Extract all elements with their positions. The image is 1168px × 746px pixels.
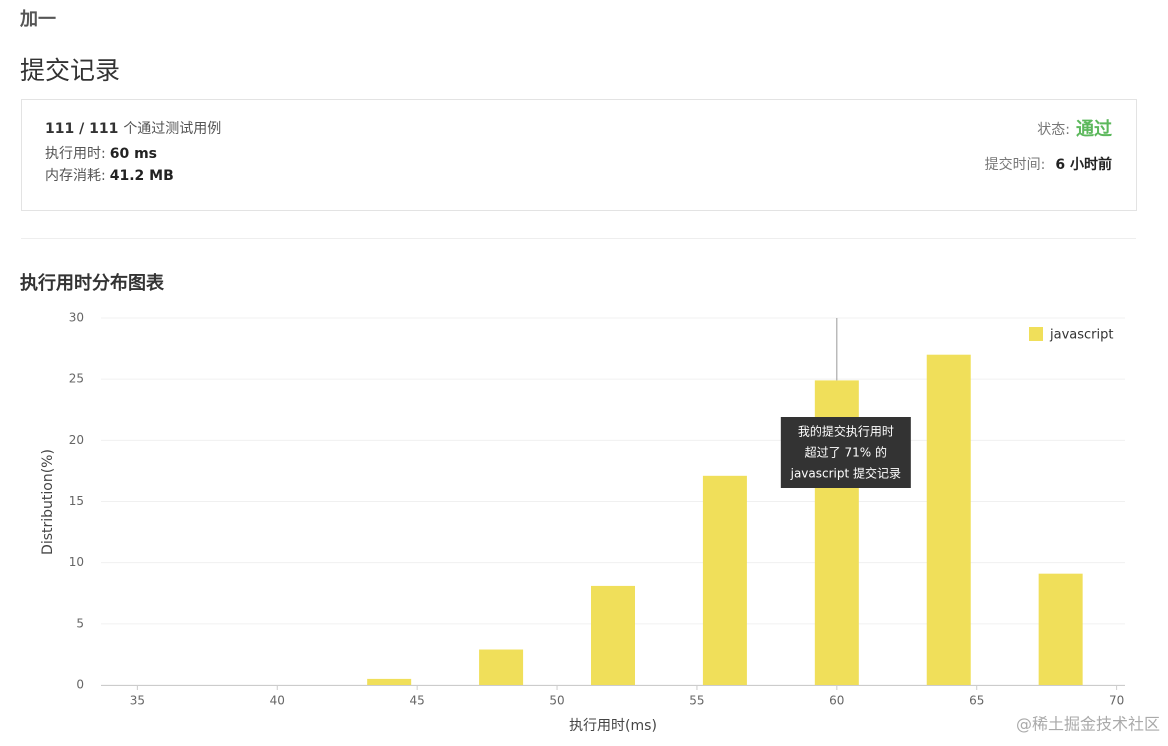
runtime-line: 执行用时: 60 ms <box>45 146 157 162</box>
y-tick-label: 30 <box>69 311 84 325</box>
memory: 41.2 MB <box>110 168 174 184</box>
tooltip <box>780 417 911 488</box>
time-label: 提交时间: <box>985 156 1046 173</box>
runtime: 60 ms <box>110 146 157 162</box>
x-tick-label: 65 <box>969 694 984 708</box>
summary-box <box>21 99 1137 211</box>
y-tick-label: 0 <box>76 678 84 692</box>
y-tick-label: 5 <box>76 616 84 630</box>
memory-label: 内存消耗: <box>45 168 106 184</box>
bar <box>926 354 971 685</box>
tooltip-text: 超过了 71% 的 <box>805 445 887 460</box>
bar <box>367 678 412 685</box>
y-tick-label: 15 <box>69 494 84 508</box>
x-tick-label: 70 <box>1109 694 1124 708</box>
runtime-label: 执行用时: <box>45 146 106 162</box>
legend-label: javascript <box>1049 328 1113 343</box>
x-tick-label: 60 <box>829 694 844 708</box>
y-axis-label: Distribution(%) <box>40 449 56 555</box>
time-line: 提交时间: 6 小时前 <box>985 156 1112 173</box>
y-tick-label: 20 <box>69 433 84 447</box>
passed-line: 111 / 111 个通过测试用例 <box>45 121 221 137</box>
chart-title: 执行用时分布图表 <box>20 272 165 294</box>
time: 6 小时前 <box>1055 156 1112 173</box>
tooltip-text: javascript 提交记录 <box>790 466 901 481</box>
memory-line: 内存消耗: 41.2 MB <box>45 168 174 184</box>
y-tick-label: 10 <box>69 555 84 569</box>
bar <box>1038 573 1083 685</box>
watermark: @稀土掘金技术社区 <box>1016 715 1160 734</box>
status-line: 状态: 通过 <box>1037 118 1112 140</box>
x-tick-label: 40 <box>270 694 285 708</box>
bar <box>591 585 635 685</box>
x-tick-label: 45 <box>410 694 425 708</box>
status-label: 状态: <box>1037 122 1070 138</box>
bar <box>479 649 524 685</box>
legend-swatch <box>1029 327 1043 341</box>
x-tick-label: 35 <box>130 694 145 708</box>
bar <box>702 475 747 685</box>
y-tick-label: 25 <box>69 372 84 386</box>
passed-suffix: 个通过测试用例 <box>123 121 221 137</box>
x-tick-label: 50 <box>549 694 564 708</box>
tooltip-text: 我的提交执行用时 <box>798 424 894 439</box>
x-tick-label: 55 <box>689 694 704 708</box>
x-axis-label: 执行用时(ms) <box>569 718 657 734</box>
heading: 提交记录 <box>20 56 120 85</box>
status: 通过 <box>1076 118 1112 140</box>
passed: 111 / 111 <box>45 121 118 137</box>
problem-title: 加一 <box>19 9 56 30</box>
